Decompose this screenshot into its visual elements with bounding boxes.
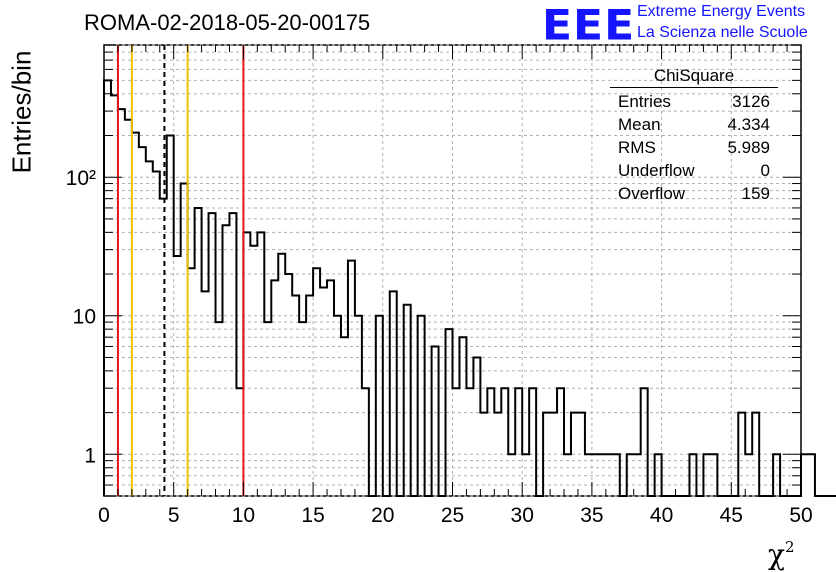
stats-value: 4.334 bbox=[727, 115, 770, 134]
x-tick-label: 45 bbox=[720, 504, 743, 527]
x-tick-label: 30 bbox=[511, 504, 534, 527]
reference-lines-layer bbox=[116, 45, 245, 496]
stats-row: Overflow 159 bbox=[610, 184, 778, 207]
stats-label: Underflow bbox=[618, 161, 695, 180]
x-tick-label: 20 bbox=[371, 504, 394, 527]
stats-row: RMS 5.989 bbox=[610, 138, 778, 161]
histogram-outline bbox=[103, 79, 836, 497]
x-tick-label: 40 bbox=[650, 504, 673, 527]
x-axis-label: χ2 bbox=[768, 538, 795, 571]
logo-line-1: Extreme Energy Events bbox=[637, 3, 806, 20]
stats-value: 3126 bbox=[732, 92, 770, 111]
stats-box: ChiSquare Entries 3126 Mean 4.334 RMS 5.989… bbox=[610, 66, 778, 207]
stats-row: Entries 3126 bbox=[610, 92, 778, 115]
stats-value: 5.989 bbox=[727, 138, 770, 157]
y-tick-label: 1 bbox=[84, 444, 96, 467]
x-tick-label: 5 bbox=[168, 504, 180, 527]
x-tick-label: 35 bbox=[580, 504, 603, 527]
stats-row: Underflow 0 bbox=[610, 161, 778, 184]
x-axis-label-symbol: χ bbox=[768, 538, 785, 571]
x-tick-label: 0 bbox=[98, 504, 110, 527]
x-tick-label: 25 bbox=[441, 504, 464, 527]
stats-title: ChiSquare bbox=[610, 66, 778, 88]
stats-label: Overflow bbox=[618, 184, 686, 203]
x-axis-label-superscript: 2 bbox=[784, 538, 795, 556]
y-axis-label: Entries/bin bbox=[6, 50, 37, 174]
histogram-layer bbox=[103, 79, 836, 497]
stats-label: RMS bbox=[618, 138, 656, 157]
logo-line-2: La Scienza nelle Scuole bbox=[637, 24, 808, 41]
y-tick-label: 10² bbox=[66, 167, 96, 190]
stats-label: Entries bbox=[618, 92, 671, 111]
tick-labels-layer: 0 5 10 15 20 25 30 35 40 45 50 1 10 10² bbox=[66, 167, 813, 527]
stats-label: Mean bbox=[618, 115, 661, 134]
x-tick-label: 50 bbox=[789, 504, 812, 527]
y-tick-label: 10 bbox=[73, 306, 96, 329]
x-tick-label: 10 bbox=[232, 504, 255, 527]
stats-row: Mean 4.334 bbox=[610, 115, 778, 138]
run-title: ROMA-02-2018-05-20-00175 bbox=[84, 10, 371, 35]
stats-value: 159 bbox=[741, 184, 770, 203]
x-tick-label: 15 bbox=[301, 504, 324, 527]
axis-ticks-layer bbox=[103, 44, 802, 497]
eee-logo: EEE bbox=[542, 1, 636, 50]
stats-value: 0 bbox=[760, 161, 770, 180]
